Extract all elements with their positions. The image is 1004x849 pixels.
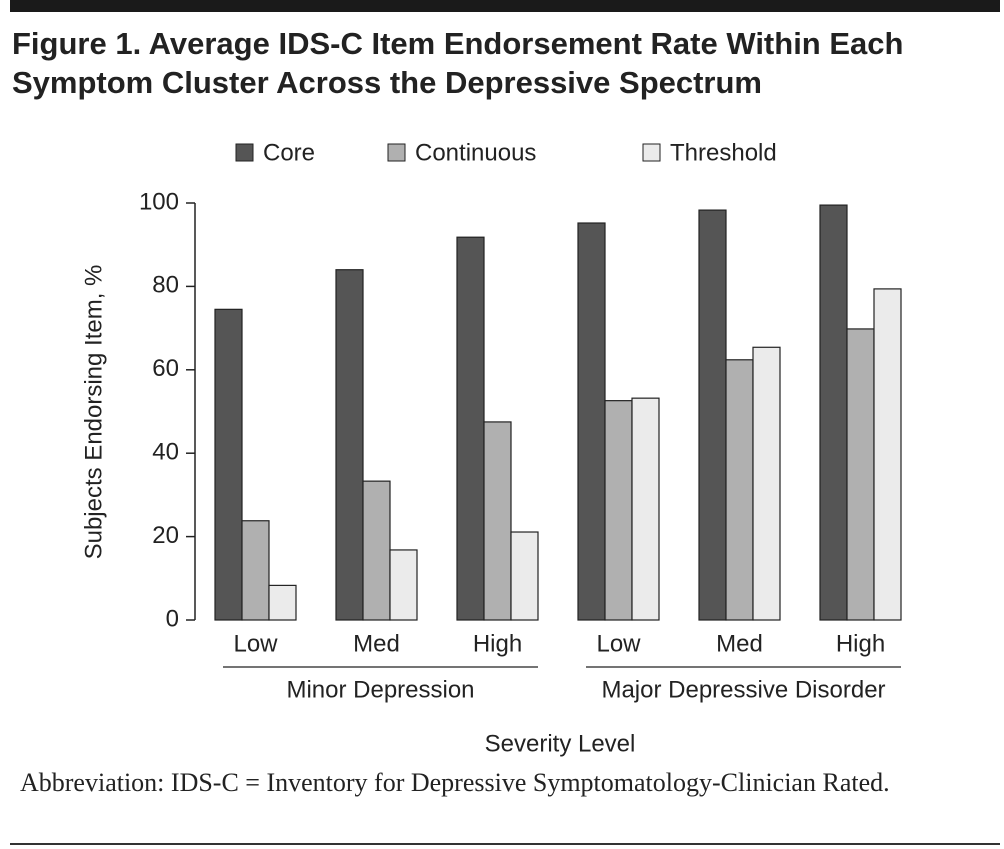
bar xyxy=(725,359,754,621)
x-tick-label: High xyxy=(473,630,522,657)
bar xyxy=(268,584,297,621)
bar xyxy=(631,397,660,621)
bar xyxy=(483,421,512,621)
y-axis-label: Subjects Endorsing Item, % xyxy=(80,265,107,560)
bar xyxy=(214,308,243,621)
bar xyxy=(510,531,539,621)
y-tick-label: 40 xyxy=(152,439,179,466)
group-label: Major Depressive Disorder xyxy=(601,676,885,703)
bar xyxy=(362,480,391,621)
y-tick-label: 80 xyxy=(152,272,179,299)
y-tick-label: 60 xyxy=(152,355,179,382)
legend-swatch xyxy=(642,143,661,162)
legend-label: Threshold xyxy=(670,139,777,166)
legend-label: Core xyxy=(263,139,315,166)
legend-label: Continuous xyxy=(415,139,536,166)
legend-swatch xyxy=(387,143,406,162)
y-tick-label: 0 xyxy=(166,605,179,632)
x-tick-label: Low xyxy=(233,630,278,657)
bar xyxy=(604,400,633,621)
group-label: Minor Depression xyxy=(286,676,474,703)
bar xyxy=(819,204,848,621)
x-tick-label: High xyxy=(836,630,885,657)
bottom-rule xyxy=(10,843,1000,845)
x-tick-label: Med xyxy=(353,630,400,657)
top-rule xyxy=(10,0,1000,12)
x-tick-label: Low xyxy=(596,630,641,657)
legend-swatch xyxy=(235,143,254,162)
y-tick-label: 100 xyxy=(139,188,179,215)
x-tick-label: Med xyxy=(716,630,763,657)
y-tick-label: 20 xyxy=(152,522,179,549)
footnote: Abbreviation: IDS-C = Inventory for Depr… xyxy=(20,768,890,797)
bar xyxy=(846,328,875,621)
bar xyxy=(456,236,485,621)
bar xyxy=(752,346,781,621)
bar xyxy=(873,288,902,621)
chart-title: Figure 1. Average IDS-C Item Endorsement… xyxy=(12,26,904,100)
bar xyxy=(577,222,606,621)
bar xyxy=(335,269,364,621)
x-axis-label: Severity Level xyxy=(485,730,636,757)
bar xyxy=(389,549,418,621)
bar xyxy=(698,209,727,621)
bar xyxy=(241,520,270,621)
